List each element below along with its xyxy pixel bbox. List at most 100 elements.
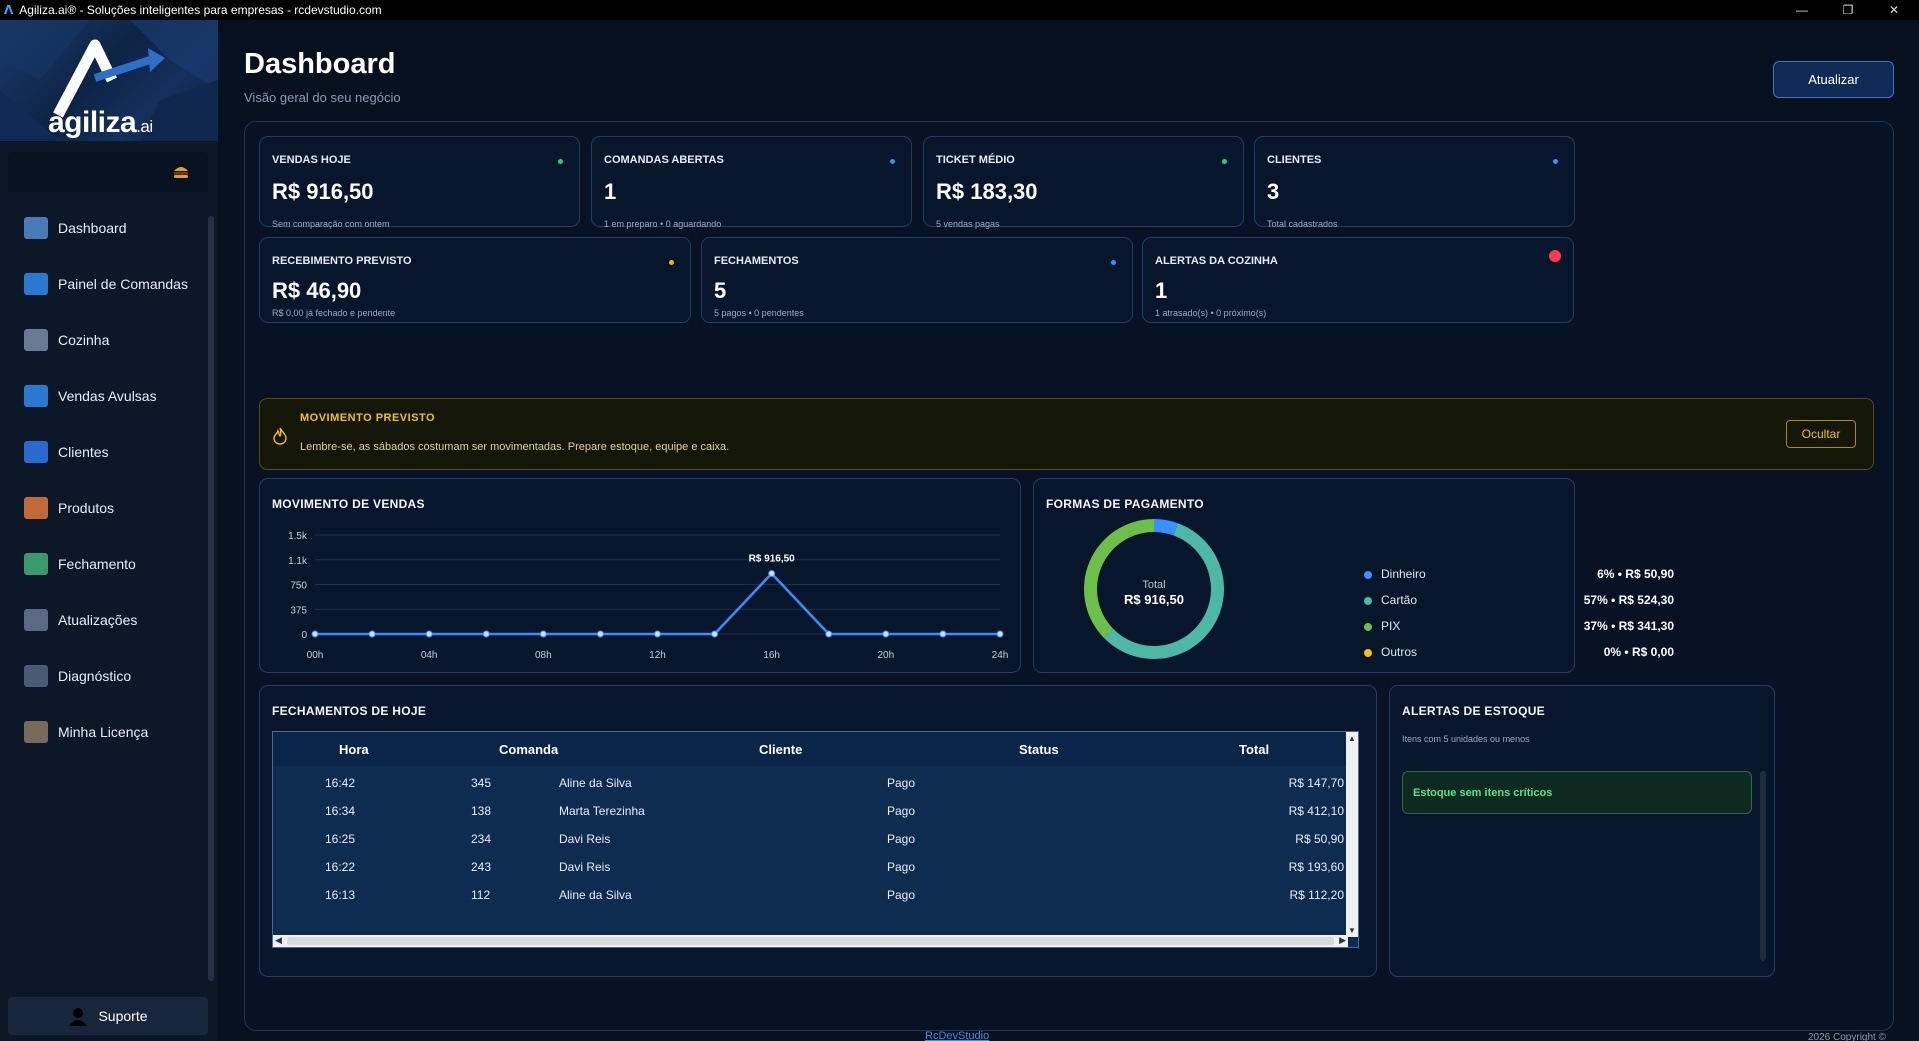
col-cliente[interactable]: Cliente [759,742,803,757]
maximize-icon[interactable]: ❐ [1842,3,1854,17]
burger-icon[interactable] [172,163,190,181]
legend-item-outros: Outros 0% • R$ 0,00 [1364,645,1674,671]
footer-link[interactable]: RcDevStudio [925,1030,990,1041]
sales-point[interactable] [425,630,433,638]
stock-scrollbar[interactable] [1760,771,1766,961]
sales-point[interactable] [654,630,661,638]
status-dot [1549,250,1561,262]
cell-status: Pago [887,832,916,846]
sidebar-item-clients[interactable]: Clientes [0,424,212,480]
sales-point[interactable] [996,630,1004,638]
sales-chart-title: MOVIMENTO DE VENDAS [272,497,425,511]
table-vertical-scrollbar[interactable]: ▲ ▼ [1346,732,1358,937]
x-tick-label: 04h [421,650,438,661]
sales-point[interactable] [596,630,604,638]
sidebar-scrollbar[interactable] [208,216,214,981]
kitchen-icon [24,329,48,351]
col-hora[interactable]: Hora [339,742,369,757]
sales-point[interactable] [882,630,890,638]
sidebar-item-products[interactable]: Produtos [0,480,212,536]
cell-comanda: 112 [471,888,491,902]
kpi-sub: R$ 0,00 já fechado e pendente [272,308,396,318]
legend-dot [1364,571,1372,579]
sidebar-item-diagnostics[interactable]: Diagnóstico [0,648,212,704]
license-icon [24,721,48,743]
table-row[interactable]: 16:13 112 Aline da Silva Pago R$ 112,20 [273,878,1348,912]
table-row[interactable]: 16:22 243 Davi Reis Pago R$ 193,60 [273,850,1348,884]
sidebar-item-orders-panel[interactable]: Painel de Comandas [0,256,212,312]
support-button[interactable]: Suporte [8,997,208,1035]
sidebar-item-label: Clientes [58,444,109,460]
table-row[interactable]: 16:25 234 Davi Reis Pago R$ 50,90 [273,822,1348,856]
sidebar-item-sales[interactable]: Vendas Avulsas [0,368,212,424]
sidebar-item-dashboard[interactable]: Dashboard [0,200,212,256]
kpi-card-open-orders: COMANDAS ABERTAS 1 1 em preparo • 0 agua… [591,136,912,229]
cell-status: Pago [887,860,916,874]
legend-dot [1364,597,1372,605]
minimize-icon[interactable]: — [1796,3,1808,17]
sales-series-line [315,571,1000,636]
cell-cliente: Davi Reis [559,832,611,846]
payments-legend: Dinheiro 6% • R$ 50,90 Cartão 57% • R$ 524… [1364,567,1674,671]
scroll-down-icon[interactable]: ▼ [1348,926,1356,935]
scroll-right-icon[interactable]: ▶ [1339,935,1346,945]
sales-point[interactable] [482,630,490,638]
kpi-sub: 1 atrasado(s) • 0 próximo(s) [1155,308,1267,318]
sidebar-item-closing[interactable]: Fechamento [0,536,212,592]
x-tick-label: 00h [307,650,324,661]
donut-center-value: R$ 916,50 [1124,592,1184,607]
sales-point[interactable] [311,630,319,638]
kpi-sub: Total cadastrados [1267,219,1338,229]
sales-point[interactable] [368,630,376,638]
kpi-label: RECEBIMENTO PREVISTO [272,255,412,267]
updates-icon [24,609,48,631]
sales-point[interactable] [825,630,833,638]
sidebar-item-label: Vendas Avulsas [58,388,157,404]
sales-icon [24,385,48,407]
footer-copyright: 2026 Copyright © [1808,1032,1886,1041]
sales-point[interactable] [939,630,947,638]
table-horizontal-scrollbar[interactable]: ◀ ▶ [273,935,1348,947]
kpi-label: FECHAMENTOS [714,255,799,267]
donut-slice-cartão[interactable] [1103,523,1224,659]
legend-value: 6% • R$ 50,90 [1597,567,1674,581]
cell-hora: 16:25 [325,832,356,846]
legend-name: Cartão [1381,593,1418,607]
status-dot [890,159,895,164]
refresh-button[interactable]: Atualizar [1773,61,1894,98]
sales-point[interactable] [539,630,547,638]
closings-card: FECHAMENTOS DE HOJE Hora Comanda Cliente… [259,685,1377,977]
sidebar-item-license[interactable]: Minha Licença [0,704,212,760]
col-comanda[interactable]: Comanda [499,742,559,757]
dashboard-icon [24,217,48,239]
scroll-left-icon[interactable]: ◀ [275,935,282,945]
donut-slice-dinheiro[interactable] [1154,519,1178,536]
scroll-thumb[interactable] [287,937,1334,945]
kpi-sub: Sem comparação com ontem [272,219,390,229]
sales-point[interactable] [768,570,776,578]
kpi-label: VENDAS HOJE [272,154,351,166]
col-status[interactable]: Status [1019,742,1059,757]
kpi-card-closings: FECHAMENTOS 5 5 pagos • 0 pendentes [701,237,1133,323]
dashboard-frame: VENDAS HOJE R$ 916,50 Sem comparação com… [244,121,1894,1031]
sales-point[interactable] [711,630,719,638]
legend-item-pix: PIX 37% • R$ 341,30 [1364,619,1674,645]
donut-slice-pix[interactable] [1084,519,1154,638]
cell-comanda: 243 [471,860,492,874]
stock-title: ALERTAS DE ESTOQUE [1402,704,1545,718]
scroll-up-icon[interactable]: ▲ [1348,734,1356,743]
col-total[interactable]: Total [1239,742,1270,757]
sidebar-search[interactable] [8,152,208,192]
kpi-value: 3 [1267,179,1280,204]
hide-alert-button[interactable]: Ocultar [1786,420,1856,448]
table-row[interactable]: 16:34 138 Marta Terezinha Pago R$ 412,10 [273,794,1348,828]
close-icon[interactable]: ✕ [1888,3,1900,17]
window-titlebar: ᐱ Agiliza.ai® - Soluções inteligentes pa… [0,0,1919,20]
status-dot [669,260,674,265]
sales-chart-card: MOVIMENTO DE VENDAS 0 375 750 1.1k 1.5k 00h 04… [259,478,1021,673]
sidebar-item-kitchen[interactable]: Cozinha [0,312,212,368]
table-row[interactable]: 16:42 345 Aline da Silva Pago R$ 147,70 [273,766,1348,800]
sidebar-item-updates[interactable]: Atualizações [0,592,212,648]
status-dot [1222,159,1227,164]
table-header: Hora Comanda Cliente Status Total [273,732,1348,766]
